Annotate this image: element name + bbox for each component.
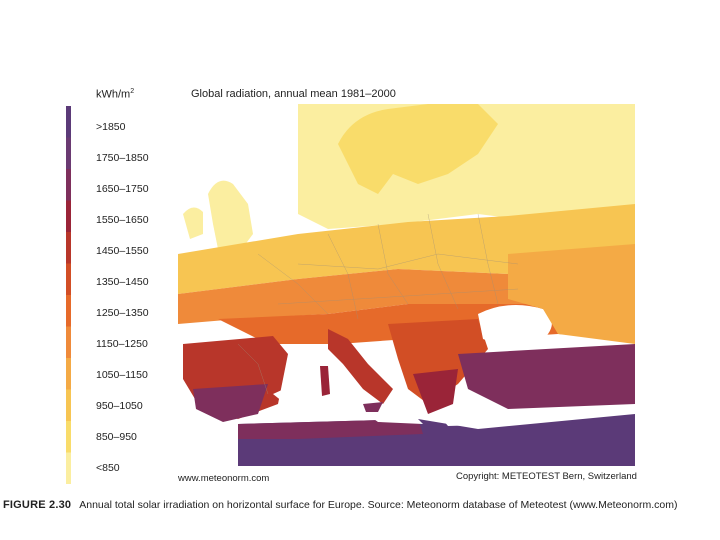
credit-copyright: Copyright: METEOTEST Bern, Switzerland (456, 471, 637, 482)
legend-swatch (66, 326, 71, 359)
legend-swatch (66, 263, 71, 296)
legend-label: 950–1050 (96, 400, 143, 412)
legend-label: 1150–1250 (96, 338, 148, 350)
north-africa-coast (238, 419, 423, 439)
turkey (458, 344, 635, 409)
legend-swatch (66, 295, 71, 327)
legend-label: >1850 (96, 121, 126, 133)
east-russia (508, 244, 635, 344)
map-title: Global radiation, annual mean 1981–2000 (191, 88, 396, 100)
legend-swatch (66, 452, 71, 484)
figure-number: FIGURE 2.30 (3, 499, 72, 511)
med-west (273, 369, 353, 414)
british-isles (208, 180, 253, 254)
legend-swatch (66, 421, 71, 453)
legend-label: 1250–1350 (96, 307, 149, 319)
legend-swatch (66, 137, 71, 170)
caption-text: Annual total solar irradiation on horizo… (79, 499, 678, 511)
scandinavia (338, 104, 498, 194)
sicily (363, 402, 383, 412)
legend-swatch (66, 169, 71, 201)
legend-label: 1550–1650 (96, 214, 149, 226)
legend-label: 1750–1850 (96, 152, 149, 164)
black-sea (478, 305, 552, 346)
legend-label: 1650–1750 (96, 183, 149, 195)
italy (328, 329, 393, 404)
figure-caption: FIGURE 2.30 Annual total solar irradiatio… (3, 499, 677, 511)
legend-swatch (66, 358, 71, 390)
solar-irradiation-map (178, 104, 635, 466)
legend-swatch (66, 200, 71, 233)
legend-swatch (66, 232, 71, 264)
med-east (438, 412, 518, 426)
ireland (183, 207, 203, 239)
legend-unit: kWh/m2 (96, 88, 135, 101)
legend-label: 1050–1150 (96, 369, 148, 381)
greece (413, 369, 458, 414)
iberia-south (193, 384, 268, 422)
legend-swatch (66, 389, 71, 422)
legend-label: 1450–1550 (96, 245, 149, 257)
legend-color-bar (66, 106, 71, 484)
legend-swatch (66, 106, 71, 138)
legend-label: <850 (96, 462, 120, 474)
balkans (388, 319, 488, 404)
corsica-sardinia (320, 366, 330, 396)
country-borders (237, 213, 519, 395)
credit-website: www.meteonorm.com (178, 473, 270, 484)
legend-label: 1350–1450 (96, 276, 149, 288)
legend-label: 850–950 (96, 431, 137, 443)
